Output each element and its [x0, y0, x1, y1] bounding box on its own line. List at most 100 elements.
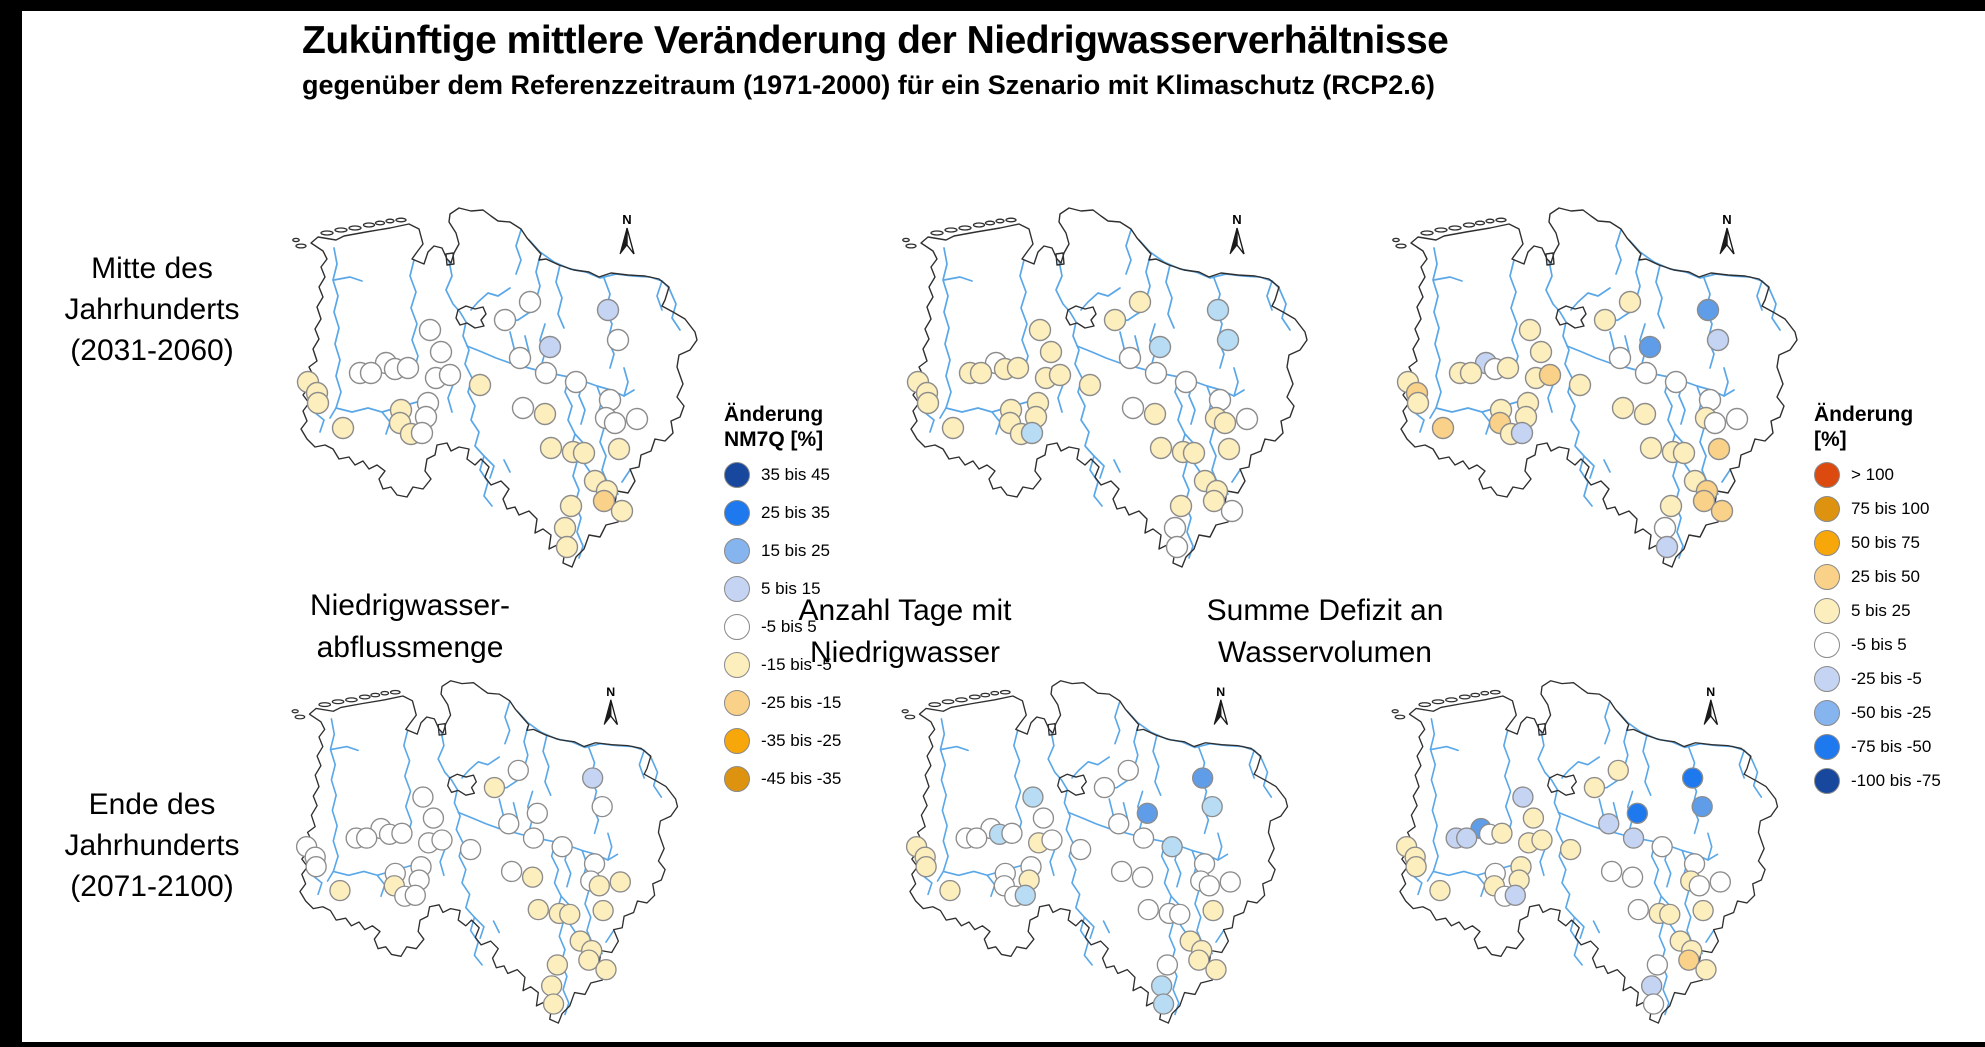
legend-swatch [724, 614, 750, 640]
station-dot [1188, 949, 1210, 971]
station-dot [412, 786, 434, 808]
station-dot [1431, 416, 1455, 440]
legend-percent-items: > 100 75 bis 100 50 bis 75 25 bis 50 5 bis 2… [1814, 462, 1984, 794]
station-dot [1169, 903, 1191, 926]
station-dot [1633, 402, 1657, 426]
legend-nm7q: Änderung NM7Q [%] 35 bis 45 25 bis 35 15 b… [724, 402, 894, 804]
station-dot [1032, 807, 1055, 829]
station-dot [572, 441, 596, 465]
station-dot [1522, 807, 1545, 829]
station-dot [1691, 795, 1713, 818]
station-dot [1692, 489, 1716, 513]
station-dot [1455, 827, 1478, 849]
station-dot [1531, 829, 1553, 851]
legend-label: -75 bis -50 [1851, 737, 1932, 756]
station-dot [607, 437, 631, 461]
map-deficit-mid [1378, 160, 1808, 590]
station-dot [1041, 829, 1063, 851]
station-dot [483, 776, 506, 799]
legend-label: 35 bis 45 [761, 465, 830, 484]
station-dot [538, 335, 562, 359]
station-dot [592, 489, 616, 513]
station-dot [1510, 421, 1534, 445]
col3-line2: Wasservolumen [1218, 636, 1432, 669]
row2-line3: (2071-2100) [70, 870, 234, 903]
legend-swatch [1814, 666, 1840, 692]
title-block: Zukünftige mittlere Veränderung der Nied… [302, 18, 1702, 102]
row-label-end-century: Ende des Jahrhunderts (2071-2100) [22, 784, 282, 907]
legend-label: 5 bis 15 [761, 579, 821, 598]
legend-swatch [1814, 564, 1840, 590]
station-dot [1191, 767, 1214, 789]
station-dot [1069, 838, 1092, 861]
legend-item: 50 bis 75 [1814, 530, 1984, 556]
station-dot [1651, 835, 1673, 858]
station-dot [1405, 856, 1427, 878]
station-dot [1496, 356, 1520, 380]
legend-swatch [1814, 768, 1840, 794]
legend2-title-line2: [%] [1814, 428, 1847, 451]
station-dot [915, 856, 937, 878]
station-dot [1659, 494, 1683, 518]
legend-item: -5 bis 5 [1814, 632, 1984, 658]
map-discharge-mid [278, 160, 708, 590]
station-dot [1695, 958, 1717, 981]
station-dot [1646, 954, 1669, 976]
legend-swatch [1814, 530, 1840, 556]
station-dot [507, 759, 529, 782]
station-dot [1642, 993, 1665, 1015]
station-dot [1202, 899, 1224, 922]
station-dot [1165, 535, 1189, 559]
legend-label: -100 bis -75 [1851, 771, 1941, 790]
station-dot [438, 363, 462, 387]
station-dot [1611, 396, 1635, 420]
map-days-mid [888, 160, 1318, 590]
legend-item: -15 bis -5 [724, 652, 894, 678]
station-dot [1169, 494, 1193, 518]
station-dot [1220, 499, 1244, 523]
figure-subtitle: gegenüber dem Referenzzeitraum (1971-200… [302, 70, 1435, 100]
legend-label: > 100 [1851, 465, 1895, 484]
station-dot [522, 827, 545, 849]
legend-percent: Änderung [%] > 100 75 bis 100 50 bis 75 25 … [1814, 402, 1984, 802]
station-dot [1213, 411, 1237, 435]
station-dot [429, 340, 453, 364]
station-dot [539, 436, 563, 460]
legend2-title-line1: Änderung [1814, 403, 1914, 426]
legend1-title-line1: Änderung [724, 403, 824, 426]
station-dot [941, 416, 965, 440]
legend-swatch [1814, 496, 1840, 522]
station-dot [526, 802, 549, 824]
station-dot [564, 370, 588, 394]
station-dot [1217, 437, 1241, 461]
station-dot [1639, 436, 1663, 460]
legend-swatch [724, 576, 750, 602]
legend-label: -35 bis -25 [761, 731, 842, 750]
legend-label: -25 bis -15 [761, 693, 842, 712]
row2-line1: Ende des [88, 788, 216, 821]
legend-label: -5 bis 5 [761, 617, 817, 636]
station-dot [1028, 318, 1052, 342]
station-dot [355, 827, 378, 849]
legend-label: 50 bis 75 [1851, 533, 1920, 552]
station-dot [1618, 290, 1642, 314]
legend-swatch [724, 462, 750, 488]
station-dot [1568, 373, 1592, 397]
legend-item: 15 bis 25 [724, 538, 894, 564]
station-dot [1707, 437, 1731, 461]
station-dot [1706, 328, 1730, 352]
map-discharge-end [278, 635, 688, 1045]
station-dot [1206, 298, 1230, 322]
station-dot [1143, 402, 1167, 426]
row-label-mid-century: Mitte des Jahrhunderts (2031-2060) [22, 248, 282, 371]
row1-line2: Jahrhunderts [64, 293, 240, 326]
row1-line1: Mitte des [91, 252, 213, 285]
station-dot [1640, 975, 1663, 997]
station-dot [1600, 860, 1623, 883]
station-dot [540, 975, 563, 997]
station-dot [1621, 866, 1644, 888]
station-dot [1110, 860, 1133, 883]
station-dot [1174, 370, 1198, 394]
station-dot [1504, 884, 1526, 906]
station-dot [625, 407, 649, 431]
